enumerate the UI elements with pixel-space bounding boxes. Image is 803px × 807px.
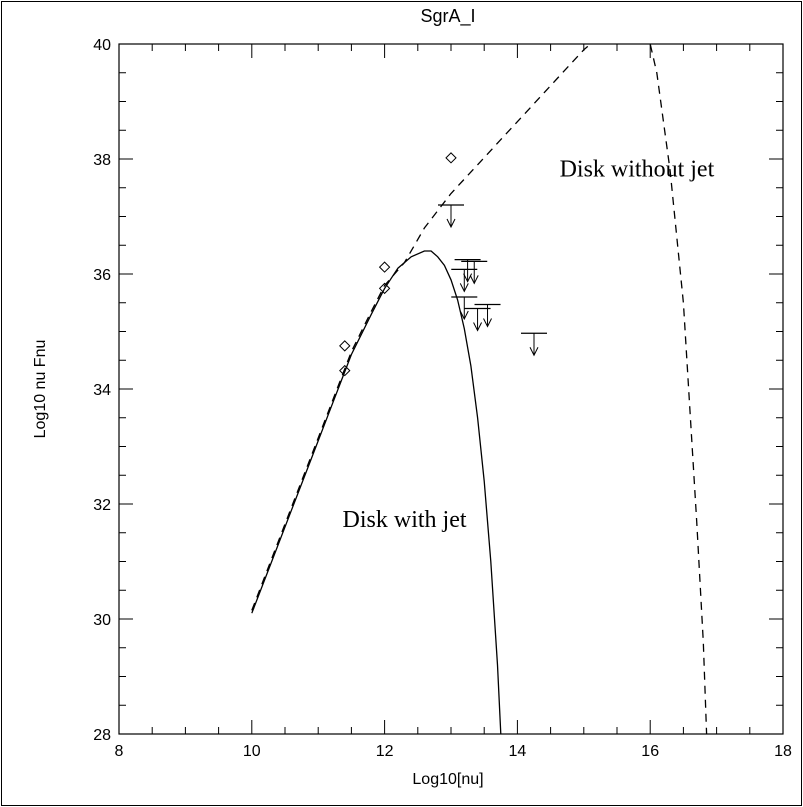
y-tick-label: 38 xyxy=(93,152,111,169)
data-point-diamond xyxy=(339,340,351,352)
series-line-dashed xyxy=(251,44,708,734)
y-tick-label: 32 xyxy=(93,497,111,514)
annotation-disk-without-jet: Disk without jet xyxy=(560,156,715,182)
upper-limit-arrowhead xyxy=(483,318,492,328)
plot-frame xyxy=(118,43,784,735)
x-tick-label: 12 xyxy=(376,743,394,760)
y-tick-label: 40 xyxy=(93,37,111,54)
x-tick-label: 16 xyxy=(641,743,659,760)
upper-limit-arrowhead xyxy=(459,283,469,293)
x-tick-labels: 8 10 12 14 16 18 xyxy=(115,743,792,760)
upper-limit-arrowhead xyxy=(459,310,469,321)
y-tick-labels: 28 30 32 34 36 38 40 xyxy=(93,37,111,744)
y-tick-label: 30 xyxy=(93,612,111,629)
x-tick-label: 8 xyxy=(115,743,124,760)
data-point-diamond xyxy=(378,261,391,273)
y-tick-label: 34 xyxy=(93,382,111,399)
y-tick-label: 28 xyxy=(93,727,111,744)
data-points xyxy=(339,152,457,377)
axis-ticks xyxy=(118,43,784,735)
data-point-diamond xyxy=(339,364,351,377)
upper-limit-arrowhead xyxy=(446,218,456,229)
chart-title: SgrA_I xyxy=(420,6,475,27)
data-point-diamond xyxy=(378,282,391,295)
y-axis-label: Log10 nu Fnu xyxy=(32,340,49,439)
x-tick-label: 10 xyxy=(243,743,261,760)
annotation-disk-with-jet: Disk with jet xyxy=(343,507,467,533)
upper-limits xyxy=(438,204,547,357)
upper-limit-arrowhead xyxy=(473,322,483,332)
x-tick-label: 14 xyxy=(509,743,527,760)
x-tick-label: 18 xyxy=(774,743,792,760)
series-layer xyxy=(251,44,708,734)
y-tick-label: 36 xyxy=(93,267,111,284)
upper-limit-arrowhead xyxy=(469,275,479,285)
series-line-solid xyxy=(251,250,502,734)
x-axis-label: Log10[nu] xyxy=(412,771,483,788)
data-point-diamond xyxy=(445,152,457,164)
upper-limit-arrowhead xyxy=(529,347,539,357)
